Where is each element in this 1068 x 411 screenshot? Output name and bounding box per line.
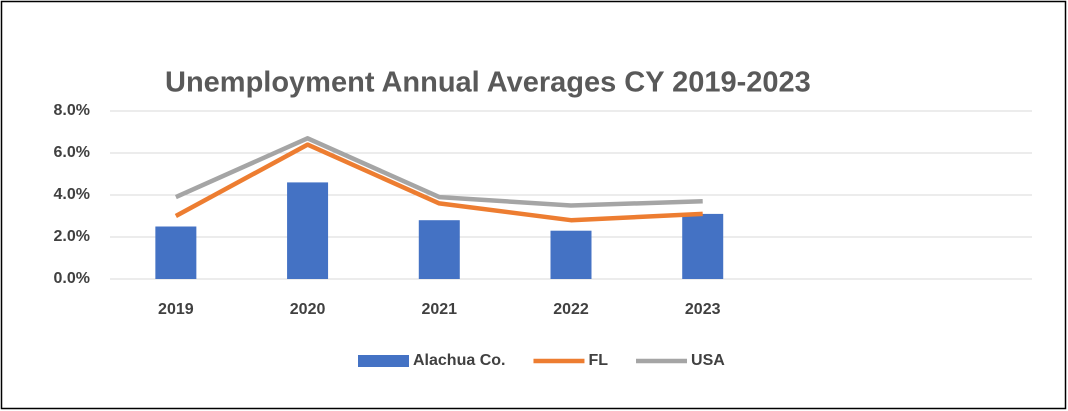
legend-label: USA: [691, 352, 725, 369]
y-tick-label: 8.0%: [54, 102, 90, 119]
line: [174, 142, 703, 223]
x-tick-label: 2023: [685, 301, 721, 318]
y-tick-label: 0.0%: [54, 270, 90, 287]
x-tick-label: 2020: [290, 301, 326, 318]
legend-label: Alachua Co.: [413, 352, 505, 369]
bar: [287, 182, 329, 279]
x-tick-label: 2019: [158, 301, 194, 318]
bar: [418, 220, 460, 279]
bar: [682, 213, 724, 279]
line: [174, 136, 703, 208]
x-tick-label: 2022: [553, 301, 589, 318]
y-tick-label: 2.0%: [54, 228, 90, 245]
bar: [155, 226, 197, 279]
legend-swatch: [358, 355, 409, 367]
bar: [550, 230, 592, 279]
y-tick-label: 4.0%: [54, 186, 90, 203]
chart-title: Unemployment Annual Averages CY 2019-202…: [165, 67, 811, 99]
y-tick-label: 6.0%: [54, 144, 90, 161]
legend-label: FL: [588, 352, 608, 369]
x-tick-label: 2021: [421, 301, 457, 318]
